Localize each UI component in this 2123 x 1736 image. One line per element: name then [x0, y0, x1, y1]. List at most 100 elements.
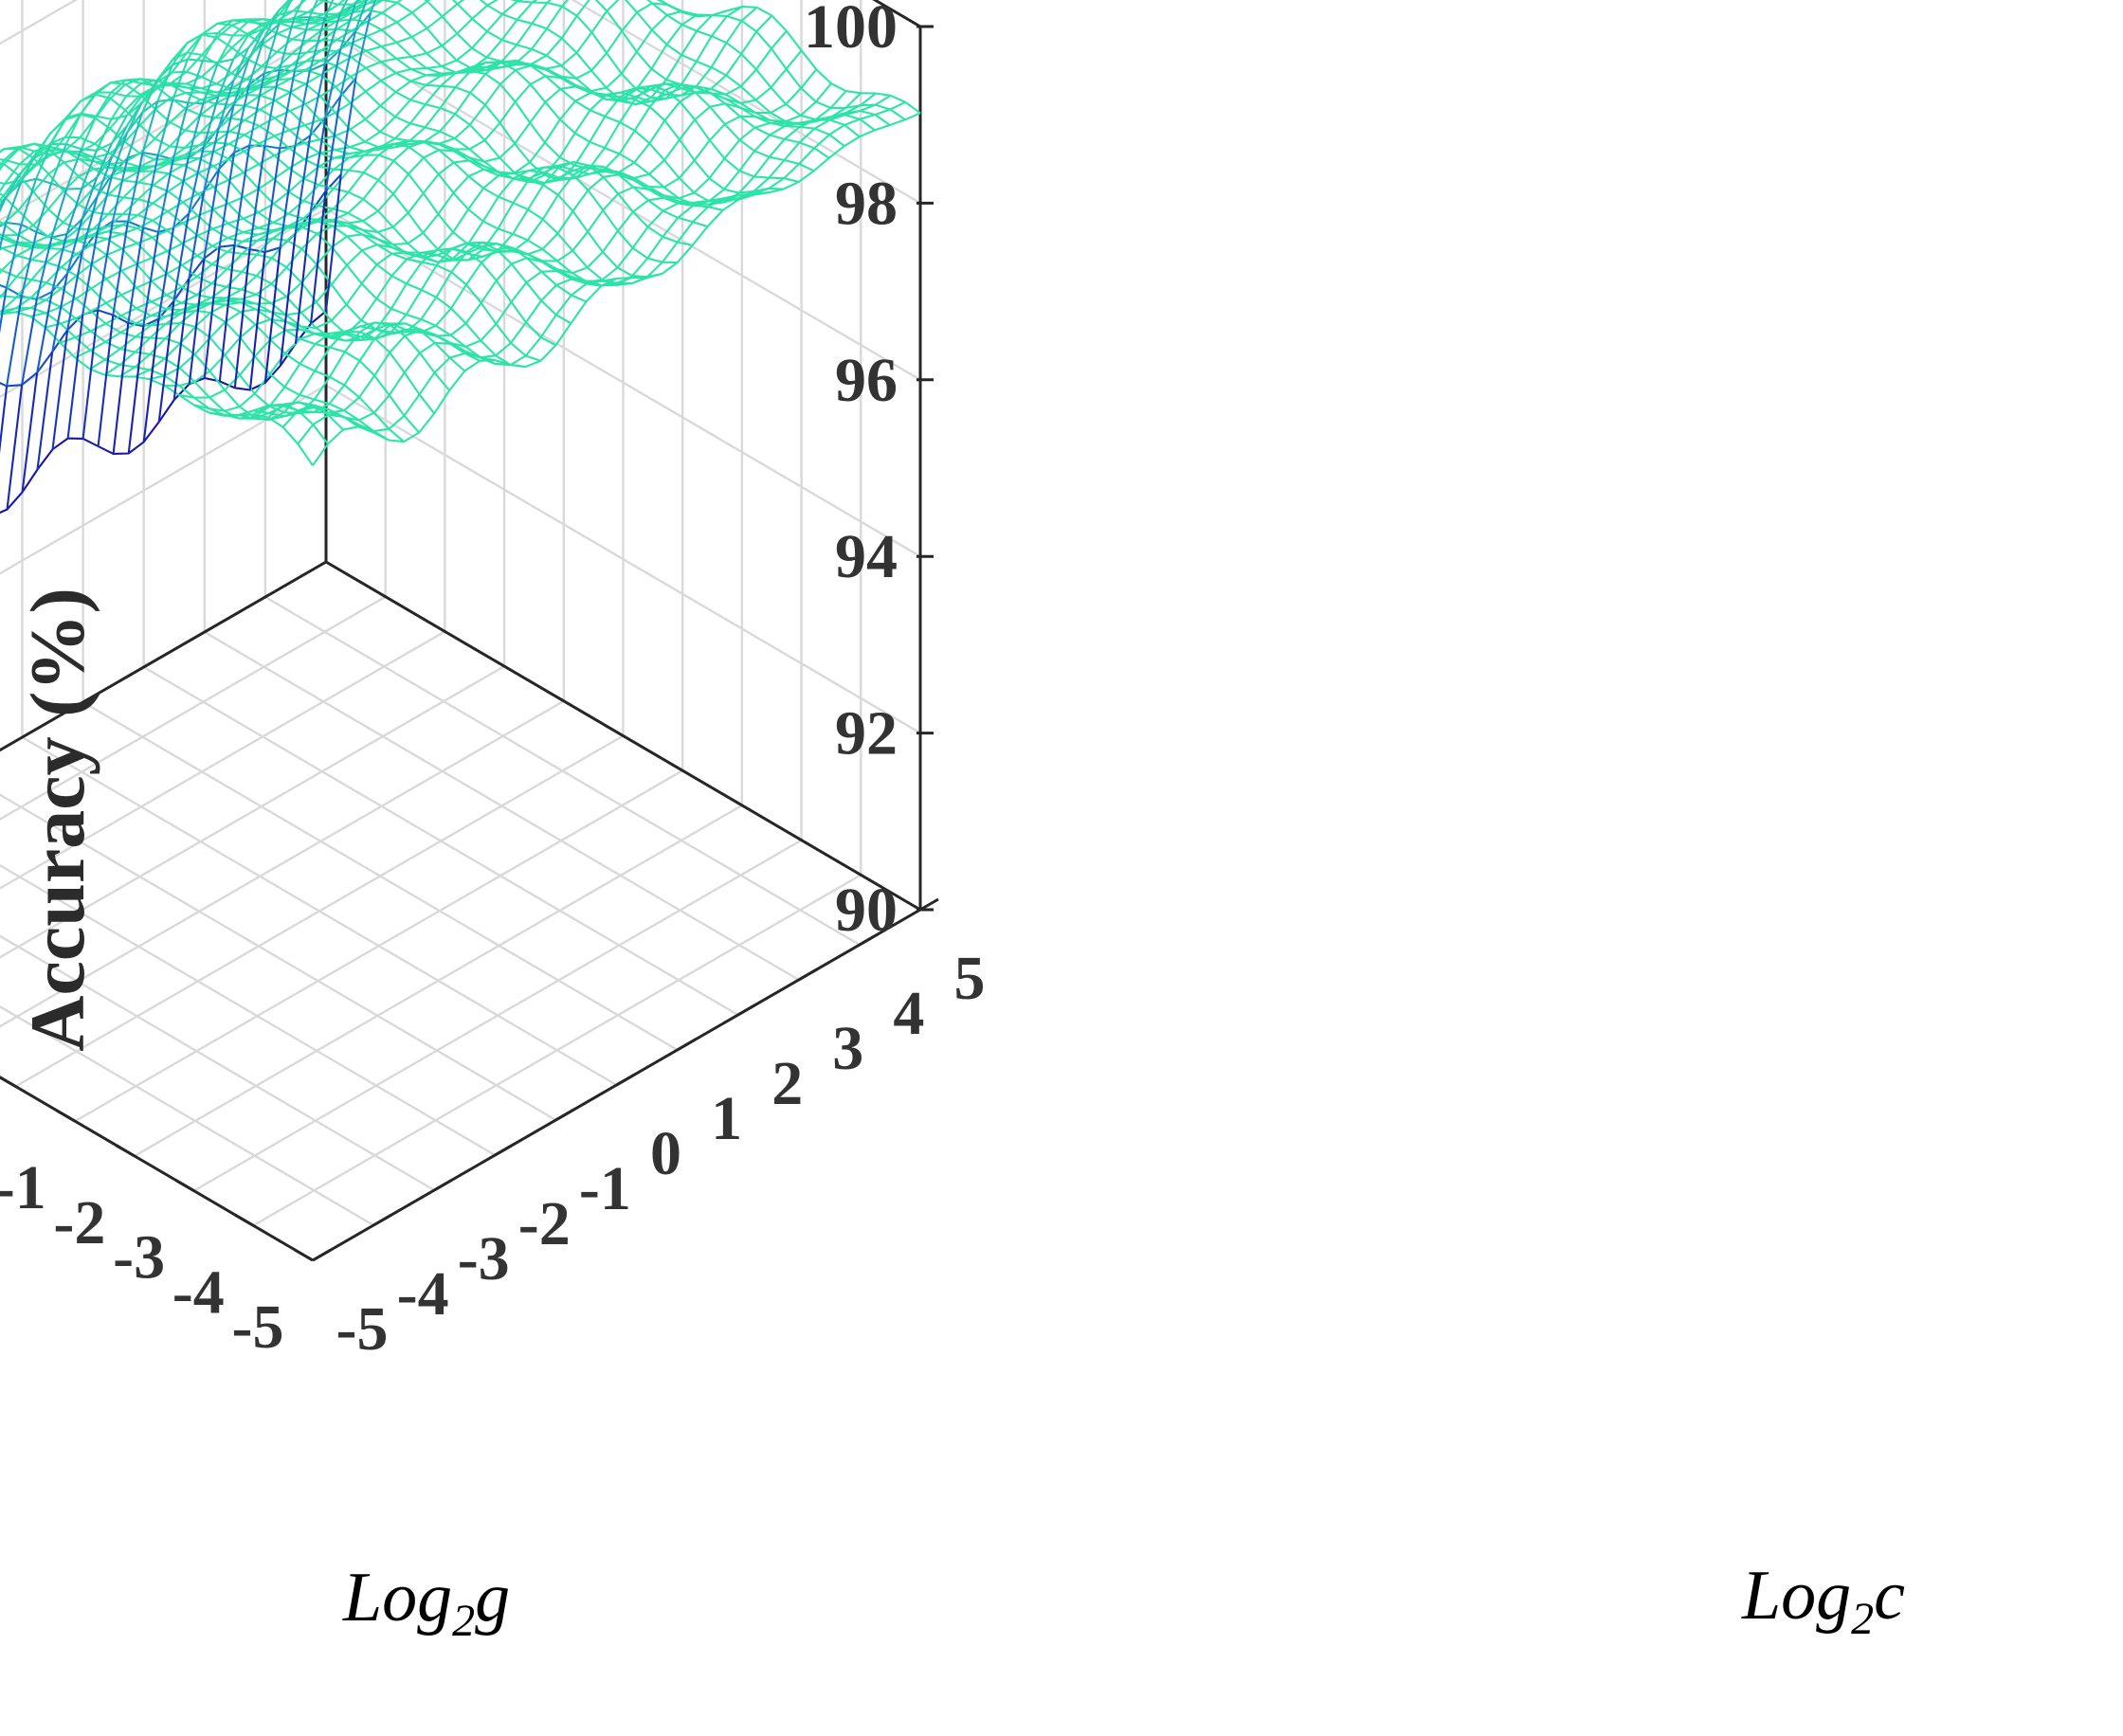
surface-line-c [188, 147, 205, 214]
surface-line-c [202, 22, 219, 35]
surface-line-c [188, 191, 206, 280]
surface-line-c [255, 293, 272, 304]
surface-line-c [770, 112, 787, 123]
surface-line-c [49, 118, 67, 145]
surface-line-c [288, 147, 305, 160]
surface-line-c [665, 87, 681, 96]
surface-line-c [376, 244, 393, 255]
surface-line-c [738, 192, 754, 200]
surface-line-c [245, 94, 261, 97]
floor-gridline-g [0, 630, 445, 890]
surface-line-c [18, 148, 35, 159]
surface-line-c [455, 86, 471, 94]
surface-line-c [540, 299, 557, 316]
surface-line-c [754, 99, 771, 114]
surface-line-c [65, 148, 82, 190]
surface-line-c [164, 337, 181, 345]
surface-line-c [391, 244, 408, 255]
surface-line-c [740, 53, 757, 71]
surface-line-c [635, 84, 651, 90]
surface-line-c [193, 353, 211, 372]
back-wall-grid [0, 0, 922, 912]
surface-line-c [680, 91, 697, 97]
surface-line-c [304, 103, 321, 121]
surface-line-c [616, 277, 632, 284]
surface-line-c [514, 172, 531, 183]
surface-line-c [217, 59, 235, 98]
surface-line-c [300, 325, 317, 335]
surface-line-c [269, 372, 286, 389]
surface-line-c [469, 92, 486, 106]
surface-line-c [410, 56, 427, 69]
surface-line-c [602, 176, 620, 195]
surface-line-c [203, 246, 221, 379]
surface-line-c [452, 231, 469, 245]
surface-line-c [283, 386, 300, 396]
surface-line-c [695, 86, 711, 94]
surface-line-c [829, 118, 845, 126]
surface-line-c [196, 275, 212, 285]
surface-line-c [313, 407, 329, 411]
surface-line-c [299, 393, 316, 401]
surface-line-c [269, 405, 285, 414]
surface-line-c [560, 77, 576, 88]
surface-line-c [634, 130, 650, 145]
surface-line-c [529, 83, 547, 103]
surface-line-c [343, 416, 359, 426]
surface-line-c [300, 247, 318, 265]
surface-line-c [480, 339, 497, 356]
surface-line-c [112, 221, 130, 316]
surface-line-c [377, 209, 394, 228]
surface-line-c [575, 52, 592, 72]
y-axis-title-base: Log [1741, 1557, 1851, 1635]
surface-line-c [441, 65, 458, 74]
surface-line-c [406, 331, 421, 334]
surface-line-c [258, 226, 274, 232]
surface-line-c [813, 147, 830, 159]
surface-line-c [126, 101, 143, 134]
surface-line-c [241, 270, 258, 278]
surface-line-c [149, 353, 166, 360]
surface-line-c [30, 296, 46, 301]
surface-line-c [410, 68, 426, 77]
surface-line-c [361, 233, 378, 246]
surface-line-c [453, 161, 470, 177]
surface-line-c [357, 424, 374, 434]
surface-line-c [635, 99, 651, 106]
surface-line-c [111, 132, 129, 174]
surface-line-c [50, 233, 68, 293]
z-tick-label: 90 [835, 876, 898, 945]
surface-line-c [680, 86, 696, 90]
surface-line-c [486, 56, 502, 63]
surface-line-c [209, 407, 225, 416]
surface-line-c [619, 153, 635, 164]
surface-line-c [352, 9, 368, 14]
surface-line-c [32, 242, 48, 247]
surface-line-c [80, 113, 96, 119]
surface-line-c [375, 333, 391, 340]
x-tick-label: -1 [0, 1153, 46, 1222]
surface-line-c [572, 160, 590, 167]
surface-line-c [77, 233, 94, 241]
surface-line-c [178, 393, 195, 407]
surface-line-c [633, 179, 649, 190]
surface-line-c [559, 118, 576, 135]
surface-line-c [0, 220, 4, 226]
z-tick-label: 98 [835, 169, 898, 238]
surface-line-c [632, 210, 649, 228]
y-tick-label: 5 [954, 944, 986, 1013]
surface-line-c [201, 76, 217, 85]
surface-line-c [2, 234, 19, 244]
surface-line-c [125, 78, 141, 81]
surface-line-c [696, 91, 711, 95]
surface-line-c [94, 156, 110, 166]
surface-line-c [51, 330, 69, 450]
surface-mesh [0, 0, 921, 515]
surface-line-c [35, 183, 53, 233]
surface-line-c [31, 259, 47, 264]
surface-line-c [366, 35, 383, 47]
surface-line-c [97, 315, 115, 447]
surface-line-c [306, 49, 322, 54]
surface-line-c [423, 0, 428, 3]
